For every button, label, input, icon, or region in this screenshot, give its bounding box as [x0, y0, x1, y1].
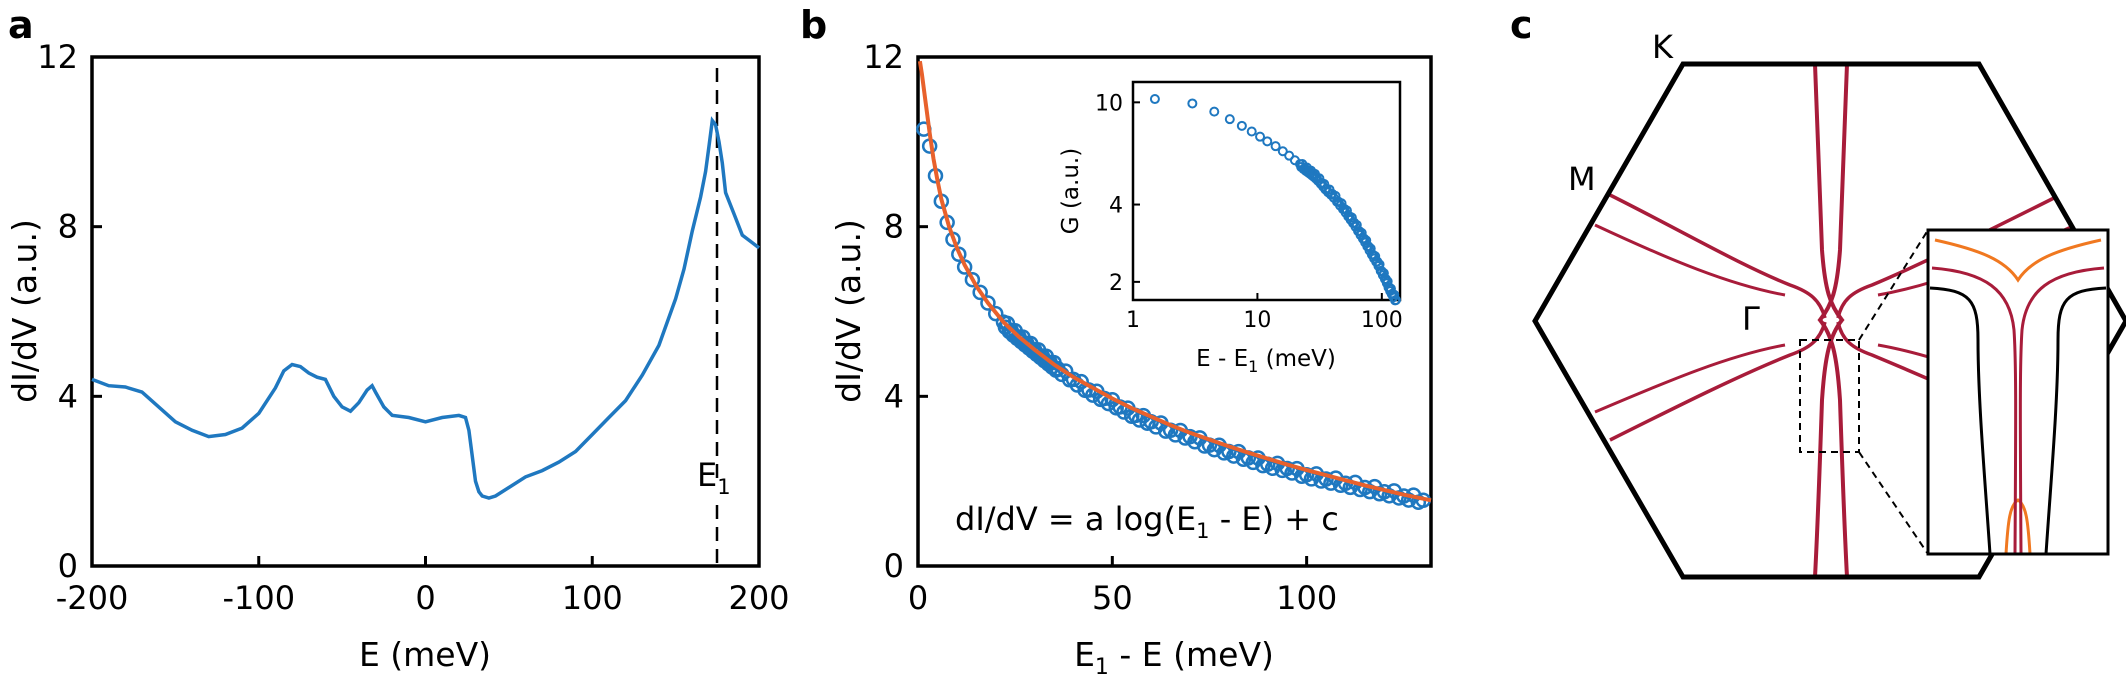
inset-data-point [1370, 251, 1381, 262]
panel-b-xtick-label: 100 [1276, 579, 1337, 617]
zoom-inset [1926, 228, 2110, 556]
panel-a-ytick-label: 4 [58, 377, 78, 415]
zoom-inset-frame [1926, 228, 2110, 556]
panel-a-spectrum-line [91, 116, 761, 500]
inset-data-points [1149, 94, 1401, 306]
zoom-band-black-right [2044, 286, 2107, 554]
panel-b-ylabel: dI/dV (a.u.) [829, 219, 868, 403]
panel-a-xlabel: E (meV) [359, 635, 491, 674]
inset-data-point [1319, 179, 1330, 190]
panel-a-xtick-label: -200 [56, 579, 129, 617]
panel-b-data-points [916, 121, 1431, 510]
band-vertical-right [1817, 64, 1849, 577]
band-diag-upper-left-2 [1594, 223, 1786, 297]
gamma-point-label: Γ [1742, 300, 1760, 338]
inset-data-point [1224, 114, 1235, 125]
panel-b-ytick-label: 12 [863, 38, 904, 76]
panel-a-axes-box [90, 55, 761, 568]
panel-a-xtick-label: 200 [728, 579, 789, 617]
inset-data-point [1236, 120, 1247, 131]
panel-b-ytick-label: 8 [884, 208, 904, 246]
panel-b-fit-line [917, 60, 1432, 503]
band-diag-lower-left-2 [1594, 343, 1786, 414]
panel-b-data-point [964, 271, 981, 288]
panel-b-data-point [1057, 363, 1074, 379]
inset-ytick-label: 4 [1109, 194, 1123, 219]
inset-ytick-label: 10 [1095, 91, 1123, 116]
inset-xtick-label: 10 [1243, 308, 1271, 333]
panel-b-data-point [1073, 373, 1089, 390]
inset-xlabel: E - E1 (meV) [1196, 346, 1336, 376]
inset-data-point [1187, 98, 1198, 109]
panel-b-ticks: 0 50 100 0 4 8 12 [863, 38, 1337, 617]
inset-data-point [1255, 131, 1266, 142]
band-diag-lower-left [1609, 321, 1827, 442]
inset-data-point [1149, 94, 1160, 105]
inset-data-point [1314, 173, 1325, 184]
inset-data-point [1262, 136, 1273, 147]
m-point-label: M [1568, 160, 1596, 198]
panel-a-xtick-label: 0 [415, 579, 435, 617]
fit-equation: dI/dV = a log(E1 - E) + c [955, 500, 1339, 543]
inset-data-point [1361, 235, 1372, 246]
zoom-band-red-left [1931, 266, 2018, 554]
panel-b-letter: b [800, 3, 827, 47]
panel-a-xtick-label: 100 [562, 579, 623, 617]
panel-a-ticks: -200 -100 0 100 200 0 4 8 12 [37, 38, 789, 617]
zoom-band-orange-bottom [2004, 498, 2032, 554]
panel-b-data-point [1400, 492, 1417, 508]
panel-b-ytick-label: 0 [884, 547, 904, 585]
inset-xtick-label: 100 [1361, 308, 1403, 333]
inset-data-point [1209, 106, 1220, 117]
inset-data-point [1346, 212, 1357, 223]
zoom-band-black-left [1929, 286, 1992, 554]
inset-data-point [1390, 295, 1401, 305]
panel-c-brillouin-zone: K M Γ [1532, 28, 2126, 580]
panel-a-ytick-label: 0 [58, 547, 78, 585]
inset-ytick-label: 2 [1109, 271, 1123, 296]
inset-data-point [1356, 227, 1367, 238]
panel-a-ytick-label: 12 [37, 38, 78, 76]
panel-b-xtick-label: 0 [908, 579, 928, 617]
zoom-band-red-right [2018, 266, 2105, 554]
band-vertical-left [1813, 64, 1845, 577]
zoom-region-box [1799, 339, 1860, 453]
zoom-connector-bottom [1858, 451, 1929, 555]
inset-ylabel: G (a.u.) [1058, 148, 1084, 234]
inset-data-point [1277, 146, 1288, 157]
panel-a-letter: a [8, 3, 34, 47]
inset-xtick-label: 1 [1126, 308, 1140, 333]
panel-a-xtick-label: -100 [222, 579, 295, 617]
panel-b-axes-box [916, 55, 1433, 568]
panel-a-ytick-label: 8 [58, 208, 78, 246]
inset-data-point [1389, 289, 1400, 300]
e1-annotation: E1 [697, 456, 731, 499]
panel-b-data-point [972, 284, 988, 301]
panel-b-ytick-label: 4 [884, 377, 904, 415]
zoom-connector-top [1858, 229, 1929, 341]
panel-b-data-point [987, 305, 1004, 322]
panel-c-letter: c [1510, 3, 1533, 47]
panel-a-ylabel: dI/dV (a.u.) [5, 219, 44, 403]
inset-data-point [1378, 268, 1389, 279]
panel-b-xlabel: E1 - E (meV) [1074, 635, 1274, 676]
panel-b-inset: 1 10 100 2 4 10 E - E1 (meV) G (a.u.) [1058, 80, 1403, 376]
band-diag-upper-right [1836, 193, 2061, 319]
k-point-label: K [1652, 28, 1674, 66]
brillouin-zone-hexagon [1532, 61, 2126, 580]
inset-ticks: 1 10 100 2 4 10 [1095, 91, 1403, 333]
panel-a: -200 -100 0 100 200 0 4 8 12 E1 E (meV) dI/dV (a… [5, 38, 790, 674]
zoom-band-orange-top [1934, 238, 2102, 283]
inset-data-point [1246, 126, 1257, 137]
inset-data-point [1270, 141, 1281, 152]
band-diag-upper-left [1609, 193, 1827, 319]
inset-axes-box [1131, 80, 1402, 302]
panel-b-xtick-label: 50 [1092, 579, 1133, 617]
panel-b-data-point [980, 295, 996, 311]
panel-b: 0 50 100 0 4 8 12 dI/dV = a log(E1 - E) + c E1… [829, 38, 1433, 676]
inset-data-point [1341, 205, 1352, 216]
